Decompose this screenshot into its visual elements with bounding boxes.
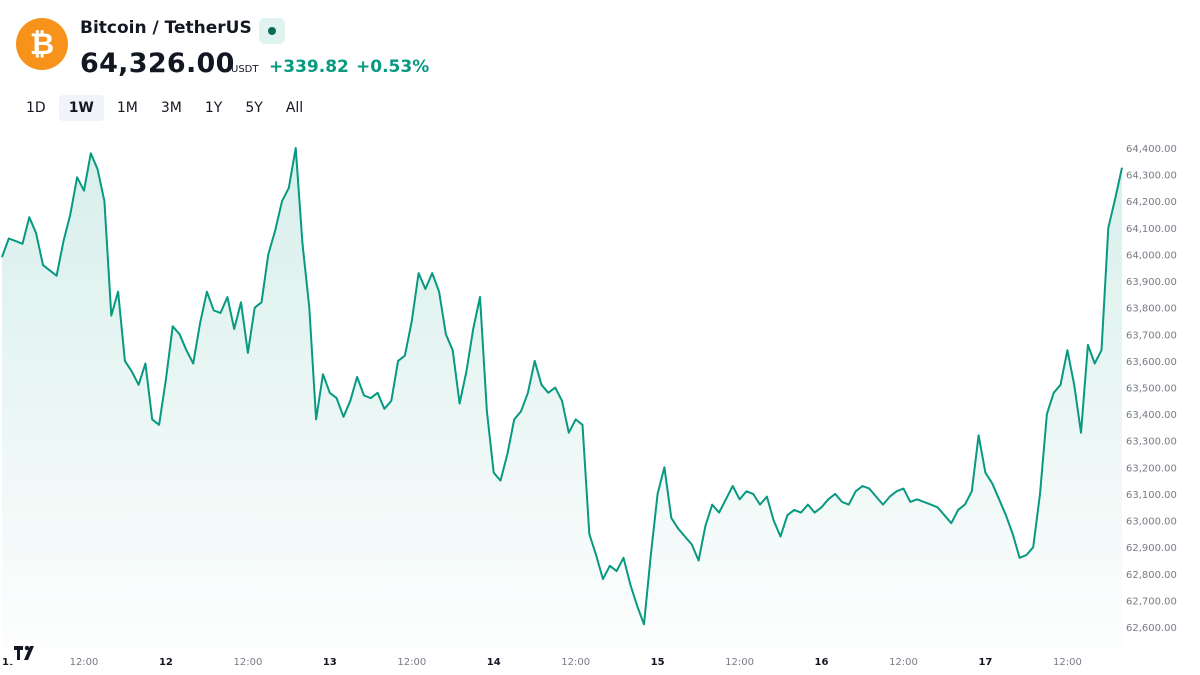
range-1w-button[interactable]: 1W	[58, 95, 104, 121]
x-tick-label: 13	[323, 657, 337, 668]
y-tick-label: 63,700.00	[1126, 330, 1177, 341]
y-tick-label: 63,200.00	[1126, 463, 1177, 474]
y-tick-label: 64,300.00	[1126, 171, 1177, 182]
x-tick-label: 12:00	[725, 657, 754, 668]
y-tick-label: 63,900.00	[1126, 277, 1177, 288]
y-tick-label: 62,600.00	[1126, 623, 1177, 634]
price-change: +339.82	[269, 57, 349, 77]
x-tick-label: 12:00	[397, 657, 426, 668]
y-tick-label: 62,700.00	[1126, 596, 1177, 607]
range-all-button[interactable]: All	[285, 100, 304, 116]
range-1y-button[interactable]: 1Y	[204, 100, 223, 116]
y-tick-label: 64,400.00	[1126, 144, 1177, 155]
range-5y-button[interactable]: 5Y	[245, 100, 263, 116]
price-series-line	[1, 147, 1123, 626]
x-tick-label: 11	[2, 657, 16, 668]
x-tick-label: 12:00	[561, 657, 590, 668]
x-tick-label: 17	[978, 657, 992, 668]
last-price: 64,326.00	[80, 48, 235, 79]
x-tick-label: 15	[651, 657, 665, 668]
x-tick-label: 12:00	[233, 657, 262, 668]
price-change-percent: +0.53%	[356, 57, 430, 77]
y-tick-label: 62,800.00	[1126, 570, 1177, 581]
tradingview-logo-icon[interactable]	[10, 639, 40, 665]
y-tick-label: 63,300.00	[1126, 437, 1177, 448]
symbol-header: ₿ Bitcoin / TetherUS 64,326.00 USDT +339…	[16, 14, 716, 79]
y-tick-label: 63,600.00	[1126, 357, 1177, 368]
x-tick-label: 12:00	[1053, 657, 1082, 668]
bitcoin-logo-icon: ₿	[16, 18, 68, 70]
range-selector: 1D 1W 1M 3M 1Y 5Y All	[16, 95, 316, 121]
x-tick-label: 12:00	[70, 657, 99, 668]
y-tick-label: 63,100.00	[1126, 490, 1177, 501]
price-unit: USDT	[231, 64, 259, 75]
price-area-fill	[2, 148, 1122, 648]
y-tick-label: 64,100.00	[1126, 224, 1177, 235]
market-status-icon[interactable]	[259, 18, 285, 44]
range-1m-button[interactable]: 1M	[116, 100, 138, 116]
symbol-pair-title[interactable]: Bitcoin / TetherUS	[80, 18, 252, 38]
y-tick-label: 63,400.00	[1126, 410, 1177, 421]
x-tick-label: 12	[159, 657, 173, 668]
y-tick-label: 64,000.00	[1126, 250, 1177, 261]
y-tick-label: 63,000.00	[1126, 517, 1177, 528]
y-tick-label: 63,500.00	[1126, 384, 1177, 395]
x-tick-label: 12:00	[889, 657, 918, 668]
y-tick-label: 62,900.00	[1126, 543, 1177, 554]
x-tick-label: 14	[487, 657, 501, 668]
y-tick-label: 64,200.00	[1126, 197, 1177, 208]
status-dot-icon	[268, 27, 276, 35]
range-3m-button[interactable]: 3M	[160, 100, 182, 116]
x-tick-label: 16	[815, 657, 829, 668]
y-tick-label: 63,800.00	[1126, 304, 1177, 315]
range-1d-button[interactable]: 1D	[26, 100, 46, 116]
